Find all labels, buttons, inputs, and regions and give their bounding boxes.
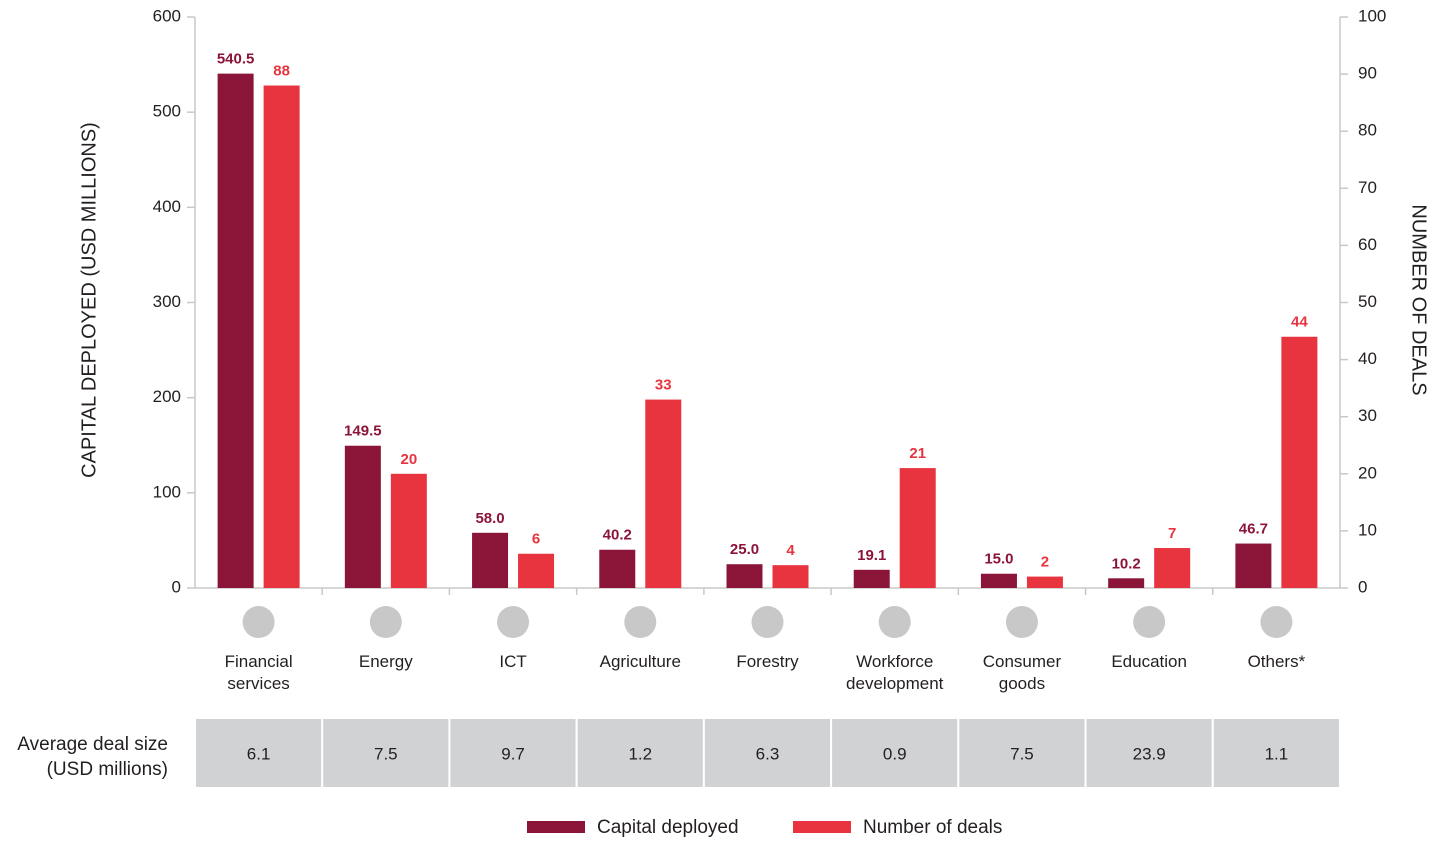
bar (726, 564, 763, 588)
value-label: 10.2 (1112, 555, 1141, 572)
bar (599, 549, 636, 588)
y2-tick-label: 50 (1358, 292, 1377, 311)
table-value: 23.9 (1133, 744, 1166, 763)
bar (344, 445, 381, 588)
y-tick-label: 0 (172, 577, 181, 596)
y-tick-label: 600 (153, 6, 181, 25)
y-tick-label: 400 (153, 197, 181, 216)
x-tick-label: Consumer goods (983, 652, 1062, 693)
bar (853, 569, 890, 588)
value-label: 44 (1291, 314, 1308, 331)
bar (772, 565, 809, 588)
table-value: 0.9 (883, 744, 907, 763)
y2-tick-label: 70 (1358, 178, 1377, 197)
value-label: 40.2 (603, 527, 632, 544)
table-value: 7.5 (374, 744, 398, 763)
y2-tick-label: 20 (1358, 463, 1377, 482)
value-label: 6 (532, 531, 540, 548)
y-tick-label: 300 (153, 292, 181, 311)
y-tick-label: 500 (153, 102, 181, 121)
value-label: 46.7 (1239, 521, 1268, 538)
y2-tick-label: 100 (1358, 6, 1386, 25)
value-label: 58.0 (475, 510, 504, 527)
category-icon (878, 606, 911, 638)
category-icon (751, 606, 784, 638)
legend-swatch (793, 821, 851, 833)
value-label: 21 (909, 445, 926, 462)
bar (1235, 543, 1272, 588)
value-label: 4 (786, 542, 795, 559)
bar (390, 473, 427, 588)
category-icon (1260, 606, 1293, 638)
y2-tick-label: 30 (1358, 406, 1377, 425)
table-cell (830, 717, 960, 789)
bar (899, 468, 936, 588)
bar (645, 399, 682, 588)
value-label: 7 (1168, 525, 1176, 542)
table-cell (957, 717, 1087, 789)
category-icon (369, 606, 402, 638)
value-label: 20 (400, 451, 417, 468)
y2-tick-label: 80 (1358, 121, 1377, 140)
table-value: 1.1 (1265, 744, 1289, 763)
table-value: 1.2 (628, 744, 652, 763)
value-label: 2 (1041, 554, 1049, 571)
category-icon (242, 606, 275, 638)
bar (980, 573, 1017, 588)
value-label: 33 (655, 377, 672, 394)
x-tick-label: Agriculture (600, 652, 681, 671)
value-label: 88 (273, 62, 290, 79)
bar (518, 553, 555, 588)
y2-axis-label: NUMBER OF DEALS (1408, 204, 1430, 395)
y2-tick-label: 40 (1358, 349, 1377, 368)
table-cell (702, 717, 833, 789)
x-tick-label: Others* (1248, 652, 1306, 671)
y2-tick-label: 0 (1358, 577, 1367, 596)
x-tick-label: ICT (499, 652, 526, 671)
table-cell (1211, 717, 1342, 789)
value-label: 25.0 (730, 541, 759, 558)
bar (1108, 578, 1145, 588)
bar (263, 85, 300, 589)
x-tick-label: Workforce development (846, 652, 944, 693)
bar (217, 73, 254, 589)
table-value: 7.5 (1010, 744, 1034, 763)
category-icon (1005, 606, 1038, 638)
y2-tick-label: 10 (1358, 520, 1377, 539)
y2-tick-label: 60 (1358, 235, 1377, 254)
table-cell (1084, 717, 1214, 789)
value-label: 15.0 (984, 551, 1013, 568)
category-icon (624, 606, 657, 638)
legend-swatch (527, 821, 585, 833)
y-axis-label: CAPITAL DEPLOYED (USD MILLIONS) (78, 122, 100, 478)
table-value: 6.3 (756, 744, 780, 763)
legend-label: Capital deployed (597, 817, 739, 838)
value-label: 19.1 (857, 547, 886, 564)
table-cell (321, 717, 451, 789)
value-label: 540.5 (217, 51, 255, 68)
value-label: 149.5 (344, 423, 382, 440)
bar (1154, 548, 1191, 588)
table-value: 6.1 (247, 744, 271, 763)
category-icon (497, 606, 530, 638)
x-tick-label: Education (1111, 652, 1187, 671)
y-tick-label: 100 (153, 482, 181, 501)
x-tick-label: Financial services (225, 652, 293, 693)
x-tick-label: Forestry (736, 652, 799, 671)
category-icon (1133, 606, 1166, 638)
bar (472, 532, 509, 588)
y2-tick-label: 90 (1358, 64, 1377, 83)
bar (1026, 576, 1063, 588)
table-cell (448, 717, 578, 789)
y-tick-label: 200 (153, 387, 181, 406)
bar (1281, 336, 1318, 588)
x-tick-label: Energy (359, 652, 413, 671)
legend-label: Number of deals (863, 817, 1002, 838)
table-label: Average deal size (USD millions) (17, 734, 168, 780)
table-cell (575, 717, 705, 789)
table-value: 9.7 (501, 744, 525, 763)
